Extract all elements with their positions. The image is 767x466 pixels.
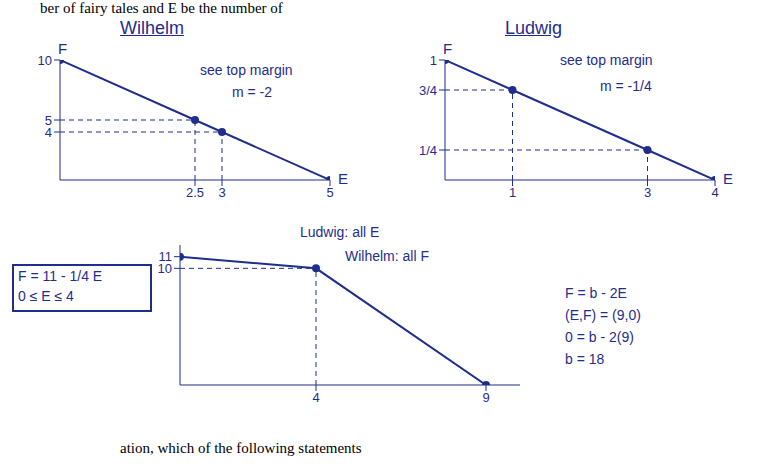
html-text:see top margin: see top margin xyxy=(200,62,293,78)
html-text:m = -2: m = -2 xyxy=(232,84,273,100)
svg-text:5: 5 xyxy=(45,113,52,128)
svg-text:3: 3 xyxy=(644,185,651,200)
svg-text:5: 5 xyxy=(326,185,333,200)
html-text:E: E xyxy=(338,170,348,187)
svg-text:11: 11 xyxy=(159,249,173,264)
svg-text:2.5: 2.5 xyxy=(186,185,204,200)
html-text:see top margin: see top margin xyxy=(560,52,653,68)
html-text:m = -1/4: m = -1/4 xyxy=(600,78,652,94)
html-text:F: F xyxy=(58,40,68,57)
html-text:(E,F) = (9,0): (E,F) = (9,0) xyxy=(565,307,641,323)
svg-text:3: 3 xyxy=(218,185,225,200)
html-text:0 ≤ E ≤ 4: 0 ≤ E ≤ 4 xyxy=(18,288,74,304)
html-text:Wilhelm: Wilhelm xyxy=(120,18,184,38)
html-text:0 = b - 2(9): 0 = b - 2(9) xyxy=(565,329,634,345)
svg-text:3/4: 3/4 xyxy=(419,83,437,98)
html-text:F: F xyxy=(443,40,453,57)
html-text:ber of fairy tales and E be th: ber of fairy tales and E be the number o… xyxy=(40,0,283,16)
svg-text:10: 10 xyxy=(38,53,52,68)
html-text:F = b - 2E: F = b - 2E xyxy=(565,285,627,301)
html-text:Wilhelm: all F: Wilhelm: all F xyxy=(345,248,429,264)
svg-text:1: 1 xyxy=(430,53,437,68)
html-text:Ludwig: Ludwig xyxy=(505,18,562,38)
html-text:Ludwig: all E: Ludwig: all E xyxy=(300,224,380,240)
svg-text:10: 10 xyxy=(157,260,172,276)
svg-text:1/4: 1/4 xyxy=(419,143,437,158)
svg-text:4: 4 xyxy=(44,124,52,140)
svg-text:4: 4 xyxy=(711,185,718,200)
html-text:ation, which of the following: ation, which of the following statements xyxy=(120,440,362,456)
html-text:E: E xyxy=(723,170,733,187)
svg-text:4: 4 xyxy=(312,390,319,405)
html-text:F = 11 - 1/4 E: F = 11 - 1/4 E xyxy=(18,268,103,284)
svg-text:9: 9 xyxy=(482,390,489,405)
html-text:b = 18: b = 18 xyxy=(565,351,605,367)
svg-text:1: 1 xyxy=(509,185,516,200)
